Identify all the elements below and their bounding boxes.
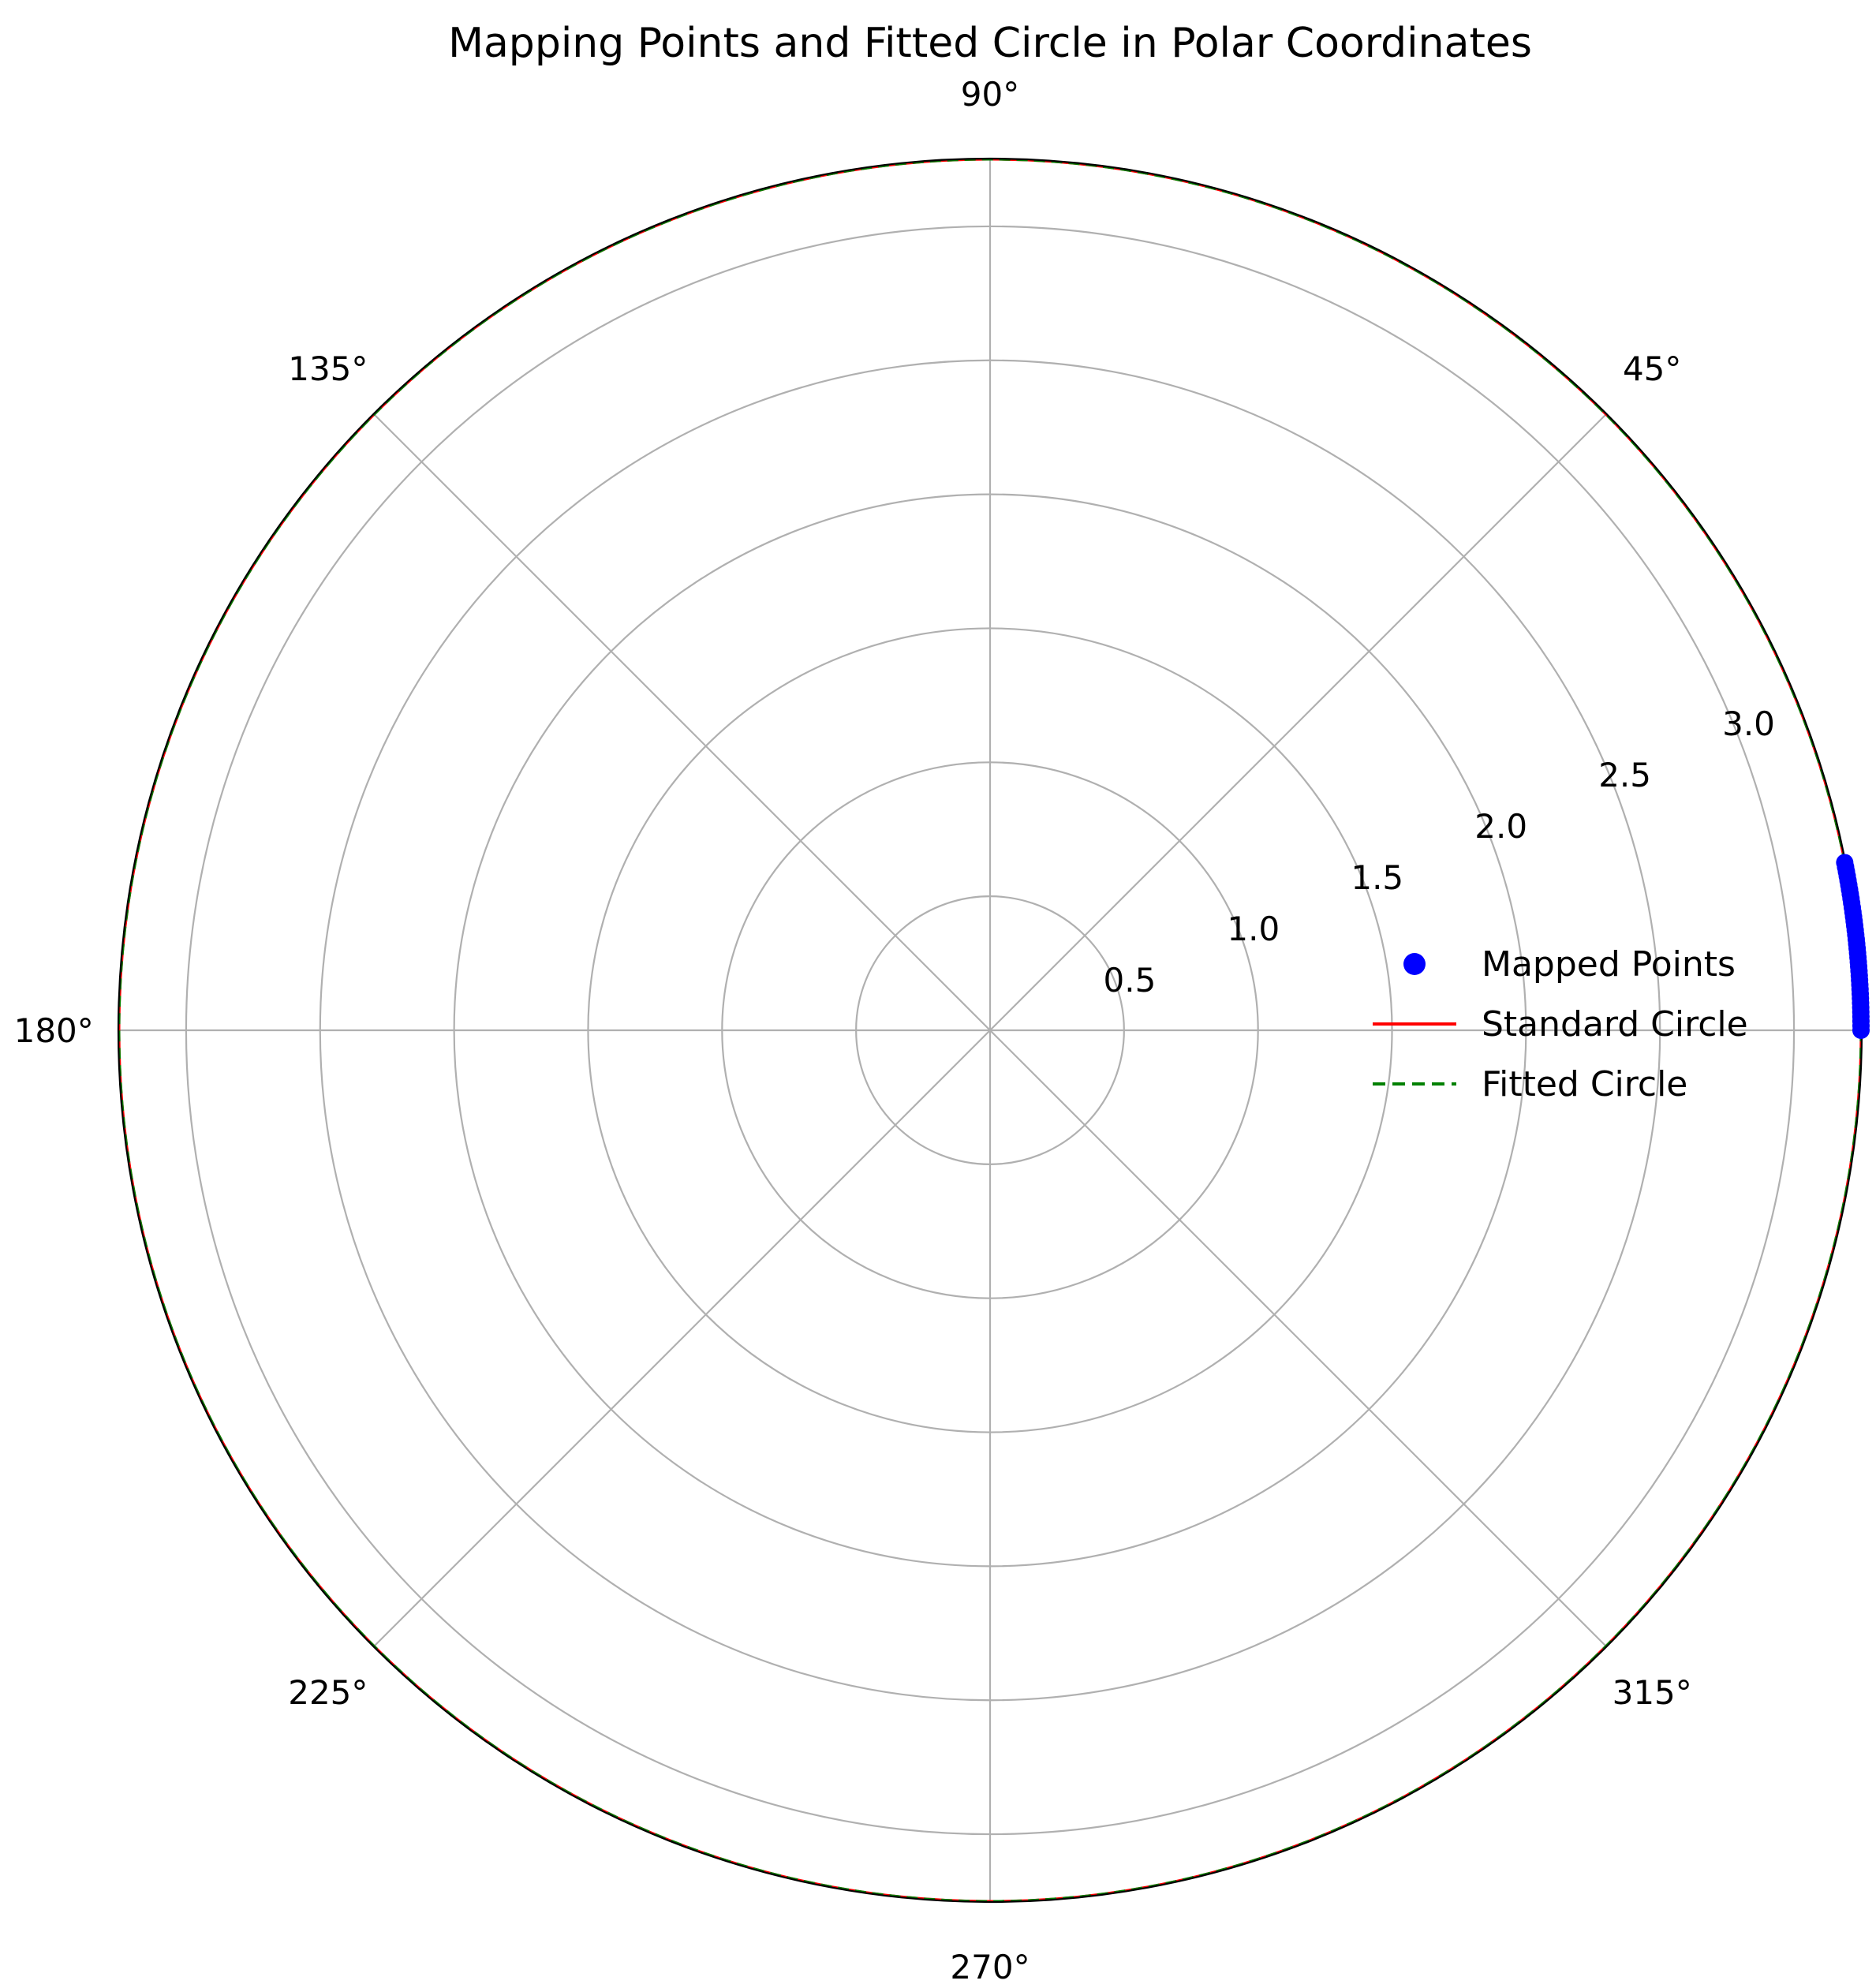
radial-tick-label: 2.0 bbox=[1474, 807, 1527, 846]
angle-tick-label: 315° bbox=[1613, 1673, 1692, 1712]
legend-marker bbox=[1403, 953, 1426, 975]
angular-gridline-3 bbox=[373, 413, 991, 1031]
angle-tick-label: 45° bbox=[1623, 349, 1681, 388]
tick-labels: 0°45°90°135°180°225°270°315°0.51.01.52.0… bbox=[14, 75, 1775, 1986]
radial-tick-label: 3.0 bbox=[1722, 704, 1775, 743]
angular-gridline-1 bbox=[989, 413, 1607, 1031]
legend: Mapped Points Standard Circle Fitted Circl… bbox=[1373, 944, 1748, 1104]
polar-grid bbox=[119, 159, 1861, 1901]
angle-tick-label: 90° bbox=[961, 75, 1019, 114]
angle-tick-label: 225° bbox=[288, 1673, 368, 1712]
angle-tick-label: 180° bbox=[14, 1011, 94, 1050]
legend-label: Mapped Points bbox=[1482, 944, 1736, 985]
mapped-point bbox=[1836, 854, 1854, 872]
series-layer bbox=[117, 157, 1870, 1904]
angular-gridline-5 bbox=[373, 1030, 991, 1647]
radial-tick-label: 0.5 bbox=[1104, 961, 1157, 1000]
angular-gridline-7 bbox=[989, 1030, 1607, 1647]
legend-label: Fitted Circle bbox=[1482, 1064, 1687, 1104]
angle-tick-label: 135° bbox=[288, 349, 368, 388]
chart-title: Mapping Points and Fitted Circle in Pola… bbox=[448, 20, 1532, 67]
radial-tick-label: 1.0 bbox=[1227, 910, 1280, 948]
radial-tick-label: 1.5 bbox=[1351, 858, 1403, 897]
radial-tick-label: 2.5 bbox=[1598, 756, 1651, 794]
legend-label: Standard Circle bbox=[1482, 1004, 1748, 1044]
angle-tick-label: 270° bbox=[950, 1948, 1030, 1984]
